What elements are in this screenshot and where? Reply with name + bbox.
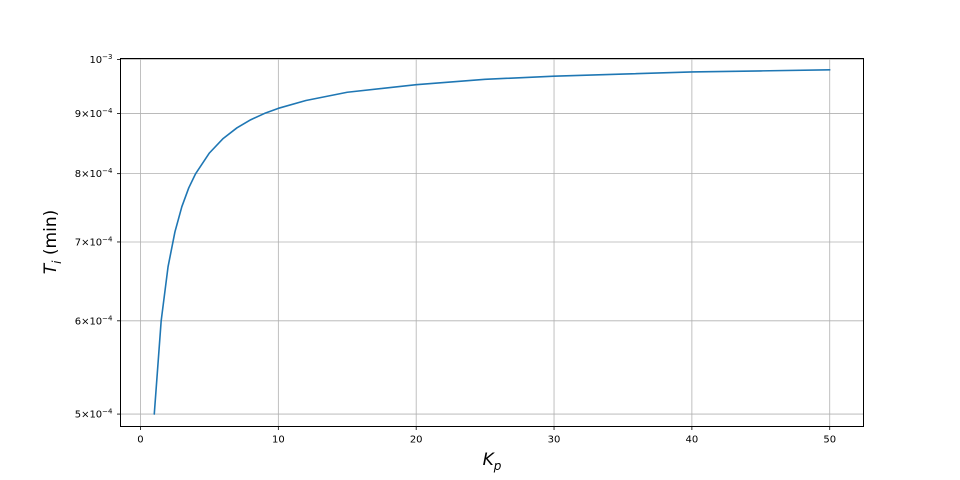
y-axis-label: Ti (min)	[41, 210, 64, 274]
y-tick-label: 9×10−4	[75, 107, 113, 120]
y-tick-label: 7×10−4	[75, 235, 113, 248]
x-axis-ticks: 0 10 20 30 40 50	[137, 426, 836, 446]
x-axis-label: Kp	[483, 450, 502, 473]
x-tick-label: 40	[686, 435, 699, 446]
x-tick-label: 0	[137, 435, 143, 446]
x-tick-label: 50	[823, 435, 836, 446]
series-layer	[153, 69, 831, 415]
y-tick-label: 10−3	[89, 53, 112, 66]
y-axis-label-sub: i	[50, 260, 64, 264]
y-tick-label: 6×10−4	[75, 314, 113, 327]
y-axis-label-main: T	[41, 262, 61, 274]
plot-frame	[120, 58, 864, 427]
x-tick-label: 10	[272, 435, 285, 446]
y-tick-label: 5×10−4	[75, 408, 113, 421]
grid-lines	[120, 58, 864, 427]
series-line	[153, 69, 831, 415]
x-tick-label: 20	[410, 435, 423, 446]
y-axis-label-rest: (min)	[41, 210, 61, 261]
x-tick-label: 30	[548, 435, 561, 446]
y-tick-label: 8×10−4	[75, 167, 113, 180]
x-axis-label-sub: p	[493, 459, 502, 473]
x-axis-label-main: K	[483, 450, 496, 470]
y-axis-ticks: 5×10−4 6×10−4 7×10−4 8×10−4 9×10−4 10−3	[75, 53, 121, 421]
